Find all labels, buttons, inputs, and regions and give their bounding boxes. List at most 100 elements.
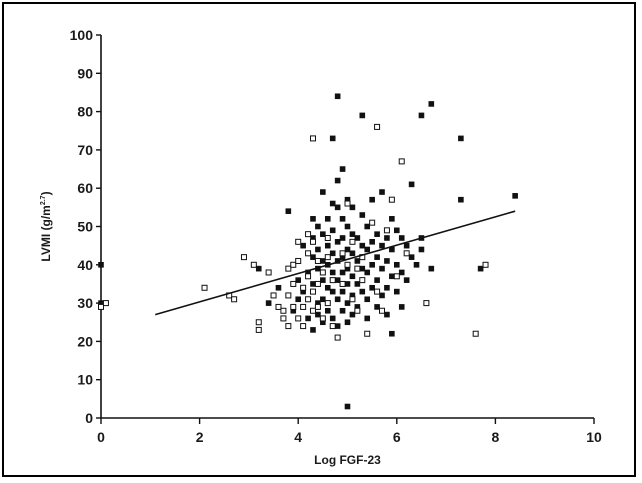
filled-point <box>359 288 366 295</box>
open-point <box>403 250 410 257</box>
filled-point <box>408 254 415 260</box>
open-point <box>339 280 346 287</box>
open-point <box>309 307 316 314</box>
open-point <box>280 315 287 322</box>
filled-point <box>359 265 366 272</box>
open-point <box>359 277 366 284</box>
open-point <box>295 257 302 264</box>
open-point <box>250 261 257 268</box>
filled-point <box>369 284 375 291</box>
filled-point <box>98 261 104 268</box>
filled-point <box>320 189 326 195</box>
open-point <box>379 307 386 314</box>
filled-point <box>384 311 390 318</box>
x-axis-title: Log FGF-23 <box>314 453 381 467</box>
open-point <box>305 296 312 303</box>
open-point <box>314 303 321 310</box>
filled-point <box>364 296 371 303</box>
filled-point <box>324 242 331 249</box>
filled-point <box>393 227 400 234</box>
open-point <box>324 300 331 307</box>
open-point <box>388 196 395 203</box>
y-tick-label: 20 <box>77 333 93 349</box>
filled-point <box>477 265 484 272</box>
open-point <box>339 250 346 257</box>
filled-point <box>369 196 375 203</box>
open-point <box>305 250 312 257</box>
filled-point <box>324 216 331 222</box>
regression-line-group <box>155 210 516 316</box>
open-point <box>290 261 297 268</box>
open-point <box>354 307 361 314</box>
open-point <box>309 288 316 295</box>
filled-point <box>374 304 380 310</box>
filled-point <box>320 231 326 237</box>
filled-point <box>329 250 336 257</box>
filled-point <box>418 112 425 119</box>
open-point <box>255 326 262 333</box>
y-tick-label: 10 <box>77 372 93 388</box>
open-point <box>309 135 316 142</box>
filled-point <box>398 269 405 276</box>
filled-point <box>320 277 326 283</box>
y-axis-title-base: LVMI (g/m <box>39 205 53 261</box>
open-point <box>305 231 312 238</box>
x-tick-label: 10 <box>586 429 602 445</box>
filled-point <box>285 208 292 214</box>
filled-point <box>310 281 316 287</box>
y-tick-label: 90 <box>77 65 93 81</box>
filled-point <box>329 200 336 207</box>
filled-point <box>354 235 361 241</box>
open-point <box>482 261 489 268</box>
filled-point <box>300 242 306 249</box>
open-point <box>201 284 208 291</box>
open-point <box>280 307 287 314</box>
filled-point <box>295 296 302 303</box>
open-point <box>295 315 302 322</box>
filled-point <box>310 327 316 333</box>
filled-point <box>349 311 356 318</box>
filled-point <box>349 231 356 237</box>
open-point <box>319 269 326 276</box>
open-point <box>383 227 390 234</box>
filled-point <box>458 135 464 142</box>
open-point <box>300 284 307 291</box>
y-tick-label: 50 <box>77 219 93 235</box>
filled-point <box>339 216 346 222</box>
filled-point <box>344 246 351 253</box>
open-point <box>231 296 238 303</box>
filled-point <box>413 261 420 268</box>
open-point <box>324 254 331 261</box>
filled-point <box>324 307 331 314</box>
y-tick-label: 60 <box>77 180 93 196</box>
filled-point <box>344 403 351 410</box>
y-tick-label: 80 <box>77 104 93 120</box>
filled-point <box>339 269 346 276</box>
filled-point <box>349 250 356 257</box>
filled-point <box>334 93 341 100</box>
filled-point <box>349 204 356 211</box>
filled-point <box>344 319 351 326</box>
filled-point <box>364 269 371 276</box>
filled-point <box>354 258 361 264</box>
filled-point <box>344 281 351 287</box>
y-axis-title: LVMI (g/m2.7) <box>39 191 53 261</box>
filled-point <box>339 166 346 172</box>
open-point <box>344 200 351 207</box>
filled-point <box>339 288 346 295</box>
filled-point <box>334 323 341 329</box>
filled-point <box>458 196 464 203</box>
x-tick-label: 2 <box>196 429 204 445</box>
open-point <box>423 300 430 307</box>
filled-point <box>344 300 351 306</box>
open-point <box>369 219 376 226</box>
filled-point <box>398 235 405 241</box>
filled-point <box>334 239 341 245</box>
filled-point <box>329 135 336 142</box>
filled-point <box>359 112 366 119</box>
x-tick-label: 8 <box>492 429 500 445</box>
filled-point <box>334 204 341 211</box>
filled-point <box>418 246 425 253</box>
open-point <box>309 238 316 245</box>
